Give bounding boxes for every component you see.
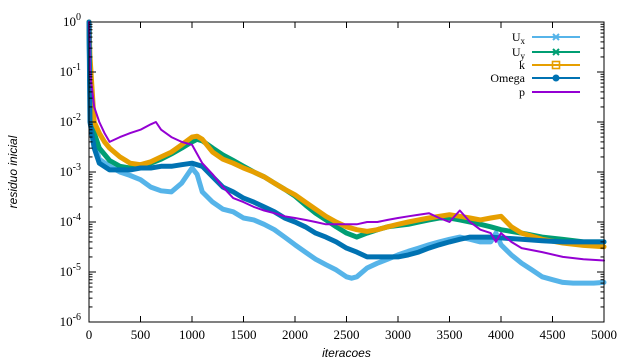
y-tick-label: 10-2 [60, 112, 81, 129]
y-tick-label: 10-3 [60, 162, 81, 179]
x-tick-label: 5000 [591, 327, 617, 342]
y-tick-label: 10-1 [60, 62, 81, 79]
y-tick-label: 10-6 [60, 312, 81, 329]
x-tick-label: 1000 [179, 327, 205, 342]
x-tick-label: 3500 [437, 327, 463, 342]
x-tick-label: 1500 [231, 327, 257, 342]
x-tick-label: 2500 [334, 327, 360, 342]
x-tick-label: 4000 [488, 327, 514, 342]
y-axis-title: residuo inicial [6, 135, 20, 208]
legend-label-omega: Omega [490, 71, 525, 85]
y-tick-label: 10-5 [60, 262, 81, 279]
x-tick-label: 3000 [385, 327, 411, 342]
series-line-p [89, 22, 604, 261]
x-tick-label: 2000 [282, 327, 308, 342]
legend-marker-omega [553, 75, 560, 82]
y-tick-label: 100 [63, 12, 81, 29]
series-line-omega [89, 22, 604, 257]
plot-series [89, 22, 604, 283]
x-tick-label: 500 [131, 327, 151, 342]
series-line-uy [89, 22, 604, 242]
x-tick-label: 4500 [540, 327, 566, 342]
x-axis-title: iteracoes [322, 346, 371, 360]
legend-label-ux: Ux [512, 30, 526, 46]
y-tick-label: 10-4 [60, 212, 81, 229]
x-tick-label: 0 [86, 327, 93, 342]
legend-label-k: k [519, 58, 525, 72]
legend-label-p: p [519, 85, 525, 99]
x-axis: 0 500 1000 1500 2000 2500 3000 3500 4000 4500 5000 [86, 22, 617, 342]
